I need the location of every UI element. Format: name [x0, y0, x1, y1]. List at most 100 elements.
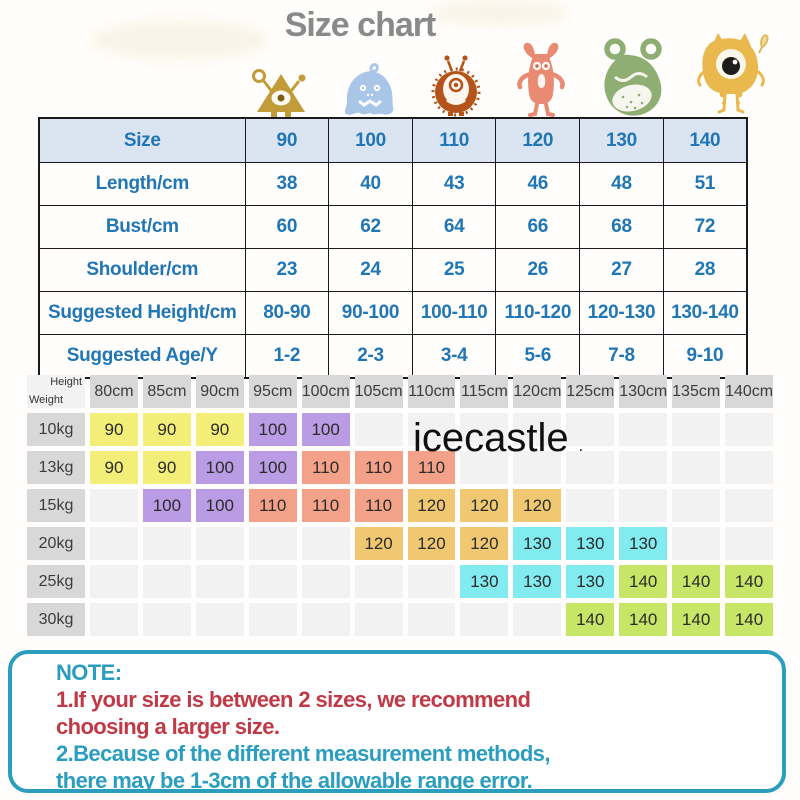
matrix-empty-cell — [248, 527, 297, 560]
matrix-empty-cell — [407, 603, 456, 636]
matrix-size-cell: 90 — [142, 413, 191, 446]
matrix-empty-cell — [460, 413, 509, 446]
watermark: icecastle. — [413, 416, 583, 461]
size-cell: 40 — [328, 162, 413, 206]
size-row-label: Bust/cm — [38, 205, 246, 249]
matrix-empty-cell — [301, 527, 350, 560]
matrix-empty-cell — [354, 603, 403, 636]
size-cell: 23 — [244, 248, 330, 292]
matrix-col-header: 120cm — [513, 375, 561, 408]
size-col-header: 140 — [662, 117, 748, 163]
matrix-size-cell: 120 — [460, 527, 509, 560]
matrix-size-cell: 100 — [248, 451, 297, 484]
matrix-size-cell: 90 — [142, 451, 191, 484]
matrix-size-cell: 140 — [725, 565, 773, 598]
matrix-empty-cell — [248, 565, 297, 598]
watermark-text: icecastle — [413, 416, 569, 460]
matrix-empty-cell — [301, 565, 350, 598]
blob-monster-icon — [338, 61, 402, 117]
matrix-empty-cell — [566, 451, 615, 484]
size-cell: 48 — [579, 162, 664, 206]
size-cell: 64 — [411, 205, 497, 249]
matrix-empty-cell — [142, 565, 191, 598]
matrix-size-cell: 130 — [566, 527, 615, 560]
matrix-empty-cell — [248, 603, 297, 636]
matrix-size-cell: 140 — [725, 603, 773, 636]
note-line: NOTE: — [56, 660, 122, 685]
matrix-empty-cell — [301, 603, 350, 636]
size-cell: 27 — [579, 248, 664, 292]
background-smudge — [90, 20, 270, 60]
matrix-empty-cell — [142, 603, 191, 636]
size-cell: 5-6 — [495, 334, 581, 379]
size-cell: 46 — [495, 162, 581, 206]
matrix-size-cell: 140 — [672, 565, 721, 598]
size-row-label: Suggested Age/Y — [38, 334, 246, 379]
watermark-dot: . — [578, 438, 584, 455]
matrix-empty-cell — [354, 413, 403, 446]
size-cell: 62 — [328, 205, 413, 249]
matrix-row-label: 20kg — [27, 527, 85, 560]
matrix-col-header: 80cm — [90, 375, 138, 408]
matrix-size-cell: 140 — [566, 603, 615, 636]
note-box: NOTE: 1.If your size is between 2 sizes, … — [8, 650, 786, 793]
size-cell: 90-100 — [328, 291, 413, 335]
matrix-size-cell: 140 — [672, 603, 721, 636]
matrix-size-cell: 120 — [354, 527, 403, 560]
matrix-col-header: 140cm — [725, 375, 773, 408]
matrix-empty-cell — [513, 413, 562, 446]
note-line: 2.Because of the different measurement m… — [56, 741, 550, 766]
matrix-col-header: 125cm — [566, 375, 614, 408]
size-cell: 110-120 — [495, 291, 581, 335]
matrix-empty-cell — [619, 413, 668, 446]
matrix-table: Height Weight 80cm 85cm 90cm 95cm 100cm 105cm 11… — [22, 370, 778, 641]
matrix-empty-cell — [619, 451, 668, 484]
matrix-size-cell: 90 — [90, 451, 138, 484]
note-line: there may be 1-3cm of the allowable rang… — [56, 768, 533, 793]
size-cell: 43 — [411, 162, 497, 206]
size-cell: 1-2 — [244, 334, 330, 379]
size-cell: 24 — [328, 248, 413, 292]
matrix-empty-cell — [566, 489, 615, 522]
matrix-empty-cell — [513, 451, 562, 484]
matrix-size-cell: 110 — [354, 489, 403, 522]
matrix-size-cell: 120 — [460, 489, 509, 522]
matrix-empty-cell — [195, 527, 244, 560]
matrix-size-cell: 120 — [407, 489, 456, 522]
matrix-row-label: 30kg — [27, 603, 85, 636]
matrix-empty-cell — [725, 413, 773, 446]
size-cell: 28 — [662, 248, 748, 292]
matrix-col-header: 110cm — [407, 375, 456, 408]
matrix-size-cell: 130 — [566, 565, 615, 598]
matrix-empty-cell — [354, 565, 403, 598]
matrix-size-cell: 120 — [513, 489, 562, 522]
matrix-row-label: 13kg — [27, 451, 85, 484]
matrix-empty-cell — [513, 603, 562, 636]
matrix-empty-cell — [90, 489, 138, 522]
matrix-empty-cell — [672, 413, 721, 446]
size-cell: 80-90 — [244, 291, 330, 335]
size-cell: 68 — [579, 205, 664, 249]
loop-ear-monster-icon — [598, 37, 668, 117]
matrix-size-cell: 120 — [407, 527, 456, 560]
matrix-empty-cell — [672, 527, 721, 560]
matrix-size-cell: 140 — [619, 565, 668, 598]
matrix-size-cell: 130 — [460, 565, 509, 598]
size-corner-header: Size — [38, 117, 246, 163]
size-col-header: 120 — [495, 117, 581, 163]
matrix-row-label: 25kg — [27, 565, 85, 598]
matrix-row-label: 10kg — [27, 413, 85, 446]
note-line: 1.If your size is between 2 sizes, we re… — [56, 687, 531, 712]
matrix-size-cell: 100 — [195, 489, 244, 522]
matrix-empty-cell — [90, 565, 138, 598]
matrix-empty-cell — [725, 489, 773, 522]
matrix-empty-cell — [407, 413, 456, 446]
matrix-empty-cell — [90, 527, 138, 560]
matrix-size-cell: 130 — [513, 565, 562, 598]
matrix-col-header: 130cm — [619, 375, 667, 408]
matrix-size-cell: 110 — [248, 489, 297, 522]
matrix-corner-cell: Height Weight — [27, 375, 85, 408]
matrix-size-cell: 100 — [301, 413, 350, 446]
size-cell: 9-10 — [662, 334, 748, 379]
